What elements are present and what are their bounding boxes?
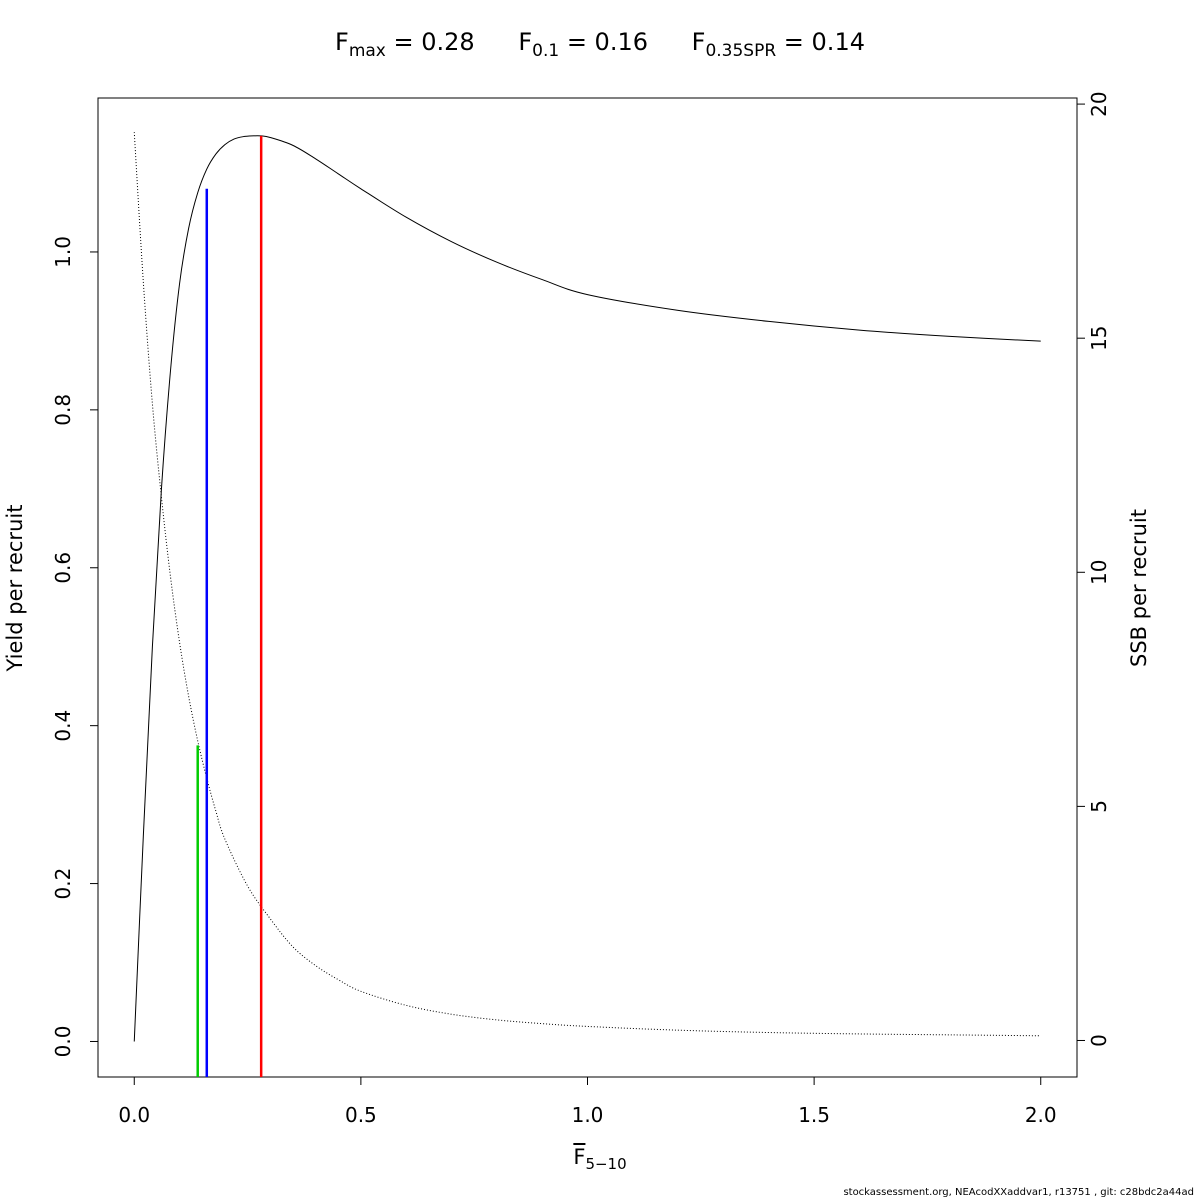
- chart-title: Fmax = 0.28 F0.1 = 0.16 F0.35SPR = 0.14: [0, 28, 1200, 68]
- y-tick-label-left: 0.2: [51, 868, 75, 900]
- y-tick-label-right: 10: [1087, 560, 1111, 585]
- yield-per-recruit-curve: [133, 135, 1041, 1042]
- plot-frame: [97, 97, 1078, 1078]
- y-tick-label-left: 1.0: [51, 236, 75, 268]
- y-tick-label-right: 15: [1087, 325, 1111, 350]
- title-f035spr: F0.35SPR = 0.14: [691, 28, 865, 61]
- y-axis-label-left: Yield per recruit: [3, 505, 27, 673]
- y-axis-label-right: SSB per recruit: [1127, 509, 1151, 667]
- x-tick-label: 0.0: [118, 1103, 150, 1127]
- footer-credit: stockassessment.org, NEAcodXXaddvar1, r1…: [843, 1187, 1194, 1198]
- x-tick-label: 0.5: [345, 1103, 377, 1127]
- x-axis-label: F5−10: [573, 1145, 627, 1173]
- y-tick-label-left: 0.8: [51, 394, 75, 426]
- y-tick-label-right: 5: [1087, 800, 1111, 813]
- y-tick-label-left: 0.0: [51, 1026, 75, 1058]
- y-tick-label-left: 0.6: [51, 552, 75, 584]
- title-f01: F0.1 = 0.16: [518, 28, 648, 61]
- ssb-per-recruit-curve: [133, 132, 1041, 1037]
- x-tick-label: 1.0: [572, 1103, 604, 1127]
- y-tick-label-right: 0: [1087, 1034, 1111, 1047]
- y-tick-label-right: 20: [1087, 91, 1111, 116]
- title-fmax: Fmax = 0.28: [335, 28, 475, 61]
- y-tick-label-left: 0.4: [51, 710, 75, 742]
- x-tick-label: 1.5: [798, 1103, 830, 1127]
- x-tick-label: 2.0: [1025, 1103, 1057, 1127]
